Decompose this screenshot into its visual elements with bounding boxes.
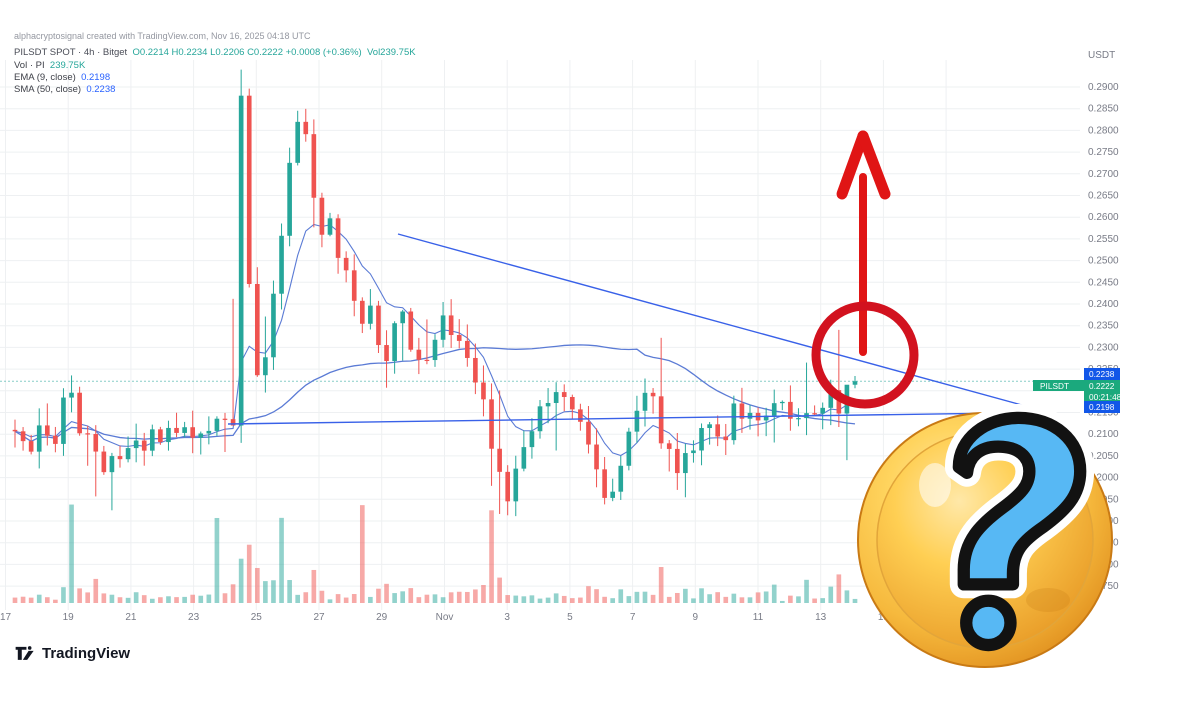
svg-text:0.2300: 0.2300 [1088,342,1119,353]
svg-text:19: 19 [63,612,75,623]
svg-text:7: 7 [630,612,636,623]
svg-text:0.2800: 0.2800 [1088,125,1119,136]
svg-text:0.2100: 0.2100 [1088,429,1119,440]
svg-text:0.2450: 0.2450 [1088,277,1119,288]
svg-text:9: 9 [693,612,699,623]
svg-text:0.2350: 0.2350 [1088,321,1119,332]
svg-text:21: 21 [125,612,137,623]
svg-text:0.2550: 0.2550 [1088,234,1119,245]
svg-text:0.2650: 0.2650 [1088,191,1119,202]
svg-text:0.2850: 0.2850 [1088,104,1119,115]
svg-text:23: 23 [188,612,200,623]
svg-text:27: 27 [313,612,325,623]
svg-text:0.2900: 0.2900 [1088,82,1119,93]
svg-text:0.2400: 0.2400 [1088,299,1119,310]
svg-text:5: 5 [567,612,573,623]
svg-text:13: 13 [815,612,827,623]
svg-text:0.2700: 0.2700 [1088,169,1119,180]
svg-text:3: 3 [504,612,510,623]
svg-text:11: 11 [753,612,764,623]
svg-text:0.2750: 0.2750 [1088,147,1119,158]
svg-text:17: 17 [0,612,11,623]
svg-text:Nov: Nov [436,612,454,623]
svg-text:0.2600: 0.2600 [1088,212,1119,223]
svg-text:25: 25 [251,612,263,623]
svg-text:0.2500: 0.2500 [1088,256,1119,267]
svg-text:29: 29 [376,612,388,623]
